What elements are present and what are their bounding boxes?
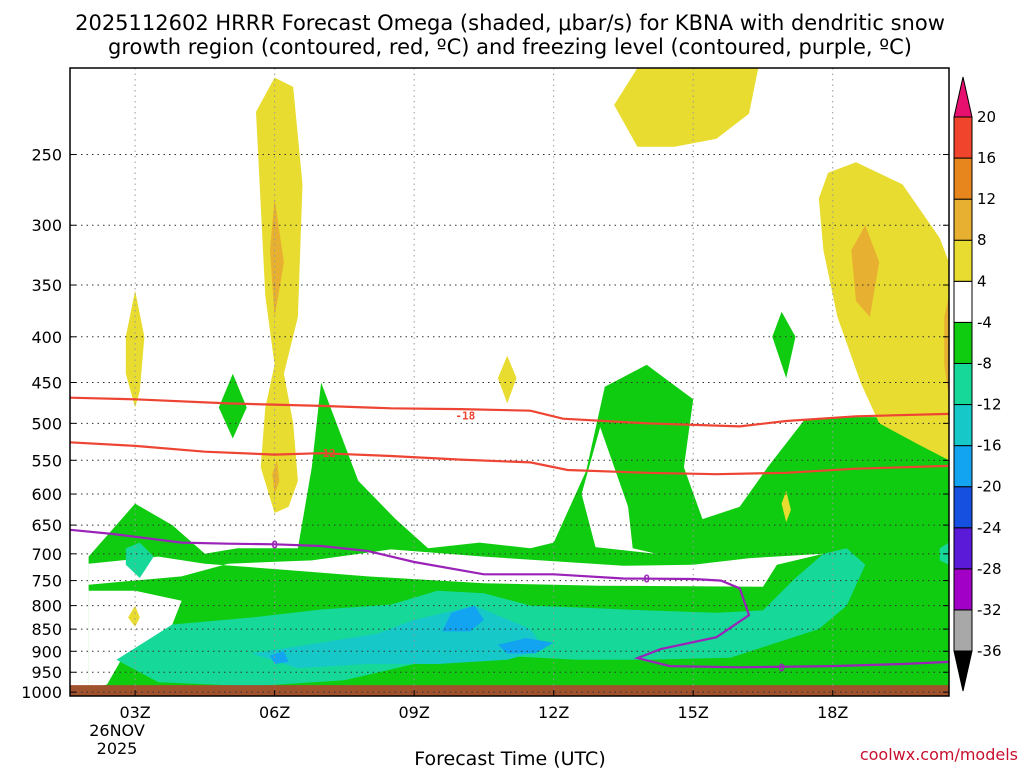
- x-tick-label-06Z: 06Z: [259, 703, 290, 722]
- colorbar-tick-label-9: 4: [977, 272, 987, 290]
- y-tick-label-500: 500: [31, 414, 62, 433]
- x-axis: 03Z 06Z 09Z 12Z 15Z 18Z: [119, 690, 848, 722]
- shaded-yellow-03z-speck: [128, 605, 140, 627]
- y-tick-label-400: 400: [31, 328, 62, 347]
- shaded-yellow-top-13z: [614, 68, 759, 147]
- x-tick-label-03Z: 03Z: [119, 703, 150, 722]
- shaded-blue-10z: [442, 605, 484, 632]
- x-date-year: 2025: [97, 739, 138, 758]
- x-tick-label-12Z: 12Z: [538, 703, 569, 722]
- x-tick-label-18Z: 18Z: [817, 703, 848, 722]
- shaded-orange-06z: [270, 198, 284, 317]
- contour-line-0: [70, 396, 949, 428]
- colorbar-bin-3: [953, 527, 973, 570]
- colorbar-bin-12: [953, 157, 973, 200]
- y-tick-label-550: 550: [31, 451, 62, 470]
- y-tick-label-1000: 1000: [21, 683, 62, 702]
- shaded-yellow-18z-region: [818, 162, 949, 461]
- x-axis-title: Forecast Time (UTC): [414, 748, 605, 768]
- contour-label-0-0: -18: [455, 410, 475, 423]
- colorbar-tick-label-6: -12: [977, 396, 1002, 414]
- y-tick-label-800: 800: [31, 597, 62, 616]
- shaded-blue-06z: [270, 651, 289, 664]
- colorbar-bin-top: [953, 76, 973, 118]
- y-tick-label-250: 250: [31, 146, 62, 165]
- colorbar-bin-6: [953, 404, 973, 447]
- y-tick-label-650: 650: [31, 516, 62, 535]
- colorbar-bin-10: [953, 239, 973, 282]
- x-tick-label-09Z: 09Z: [398, 703, 429, 722]
- shaded-blue-1130z: [497, 638, 554, 654]
- y-tick-label-350: 350: [31, 276, 62, 295]
- credit-link[interactable]: coolwx.com/models: [860, 745, 1018, 764]
- chart-title-line-2: growth region (contoured, red, ºC) and f…: [108, 35, 912, 59]
- colorbar-tick-label-7: -8: [977, 354, 992, 372]
- shaded-teal-03z: [125, 542, 154, 578]
- colorbar-bin-5: [953, 445, 973, 488]
- colorbar-tick-label-12: 16: [977, 149, 996, 167]
- shaded-green-1640z: [772, 311, 796, 379]
- colorbar-tick-label-13: 20: [977, 108, 996, 126]
- colorbar: -36 -32 -28 -24 -20 -16 -12 -8 -4 4 8 12 16 20: [953, 76, 1002, 692]
- y-tick-label-600: 600: [31, 485, 62, 504]
- colorbar-tick-label-5: -16: [977, 437, 1002, 455]
- x-tick-label-15Z: 15Z: [678, 703, 709, 722]
- contour-lines: -18 -12 0 0 0: [70, 396, 949, 674]
- grid-lines: [70, 68, 949, 696]
- y-tick-label-900: 900: [31, 642, 62, 661]
- colorbar-bin-9: [953, 280, 973, 323]
- colorbar-tick-label-2: -28: [977, 560, 1002, 578]
- colorbar-bin-4: [953, 486, 973, 529]
- y-tick-label-300: 300: [31, 216, 62, 235]
- colorbar-tick-label-11: 12: [977, 190, 996, 208]
- shaded-orange-18z: [851, 225, 880, 317]
- contour-label-1-0: -12: [316, 447, 336, 460]
- y-tick-label-700: 700: [31, 545, 62, 564]
- colorbar-bin-7: [953, 362, 973, 406]
- shaded-yellow-1630z: [781, 490, 791, 523]
- y-tick-label-850: 850: [31, 620, 62, 639]
- shaded-green-low-level: [88, 364, 949, 693]
- y-tick-label-750: 750: [31, 572, 62, 591]
- colorbar-bin-13: [953, 116, 973, 159]
- colorbar-bin-1: [953, 609, 973, 652]
- shaded-white-gap-mid: [581, 427, 656, 554]
- colorbar-tick-label-3: -24: [977, 519, 1002, 537]
- colorbar-tick-label-0: -36: [977, 642, 1002, 660]
- colorbar-bin-0: [953, 650, 973, 692]
- shaded-white-gap-left: [88, 549, 824, 587]
- y-tick-label-950: 950: [31, 663, 62, 682]
- y-tick-label-450: 450: [31, 373, 62, 392]
- colorbar-tick-label-4: -20: [977, 478, 1002, 496]
- contour-line-2: [70, 528, 949, 669]
- chart-title-line-1: 2025112602 HRRR Forecast Omega (shaded, …: [75, 11, 945, 35]
- shaded-orange-20z: [944, 295, 949, 400]
- colorbar-tick-label-10: 8: [977, 231, 987, 249]
- shaded-yellow-11z: [497, 355, 517, 404]
- shaded-orange-06z-low: [272, 460, 280, 494]
- shaded-ground: [70, 685, 949, 696]
- contour-label-2-1: 0: [643, 573, 650, 586]
- shaded-green-0430z: [218, 373, 247, 439]
- x-date-day: 26NOV: [89, 721, 145, 740]
- colorbar-tick-label-1: -32: [977, 601, 1002, 619]
- contour-label-2-0: 0: [271, 538, 278, 551]
- contour-line-1: [70, 441, 949, 476]
- colorbar-bin-11: [953, 198, 973, 241]
- colorbar-bin-8: [953, 321, 973, 364]
- colorbar-bin-2: [953, 568, 973, 611]
- plot-area: [70, 68, 949, 696]
- contour-label-2-2: 0: [778, 661, 785, 674]
- colorbar-tick-label-8: -4: [977, 313, 992, 331]
- y-axis: 250 300 350 400 450 500 550 600 650 700 750 800 850 9…: [21, 146, 949, 702]
